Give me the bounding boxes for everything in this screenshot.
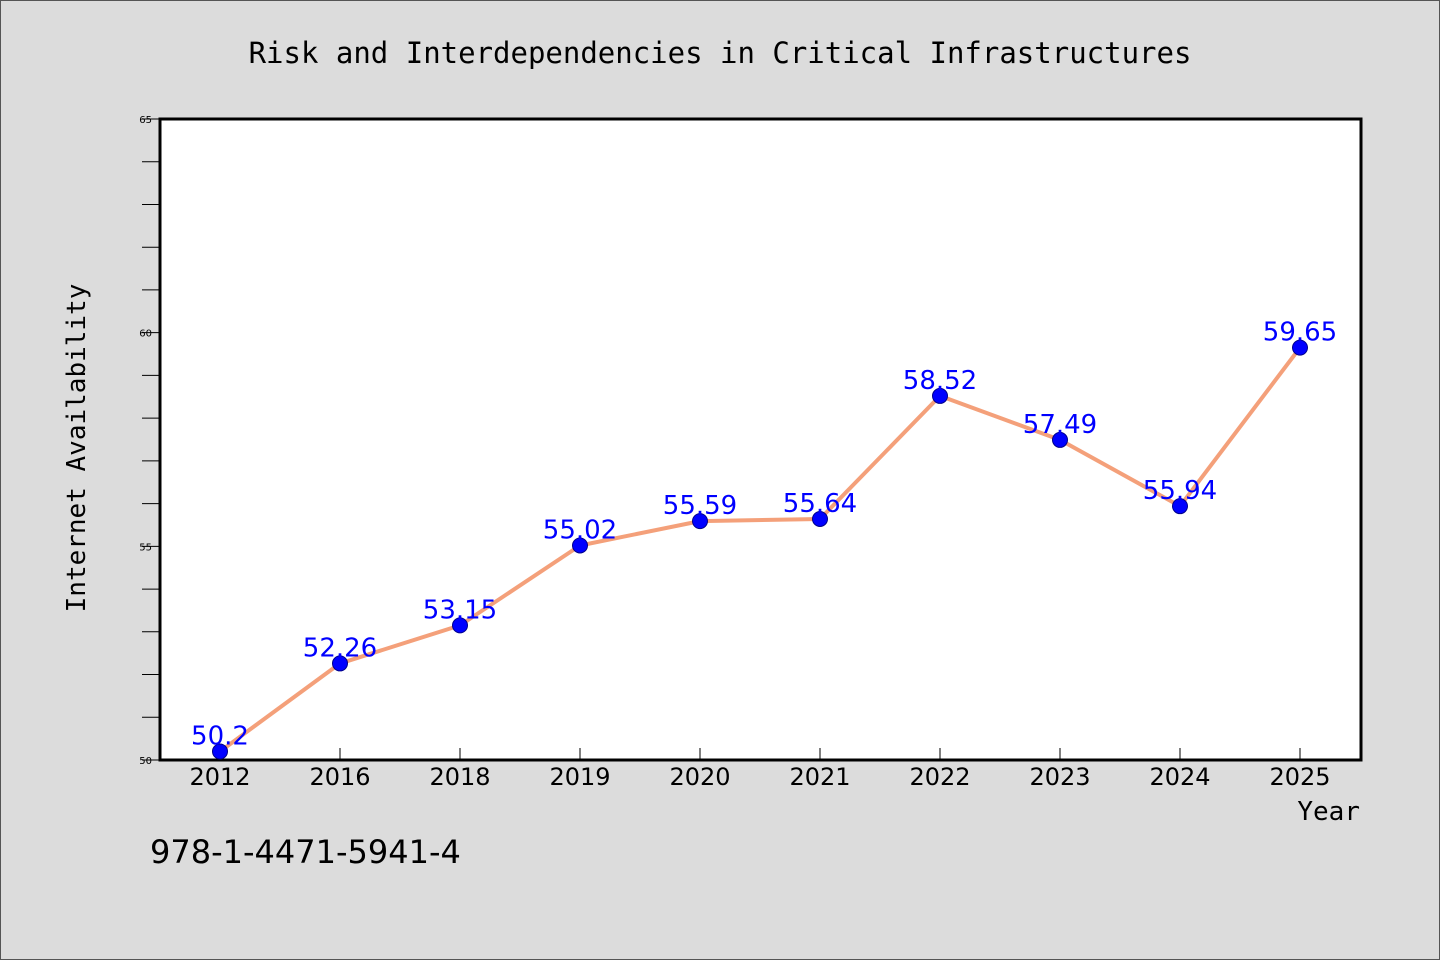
- x-tick-label: 2024: [1149, 763, 1210, 791]
- data-point: [812, 510, 828, 527]
- data-point: [332, 655, 348, 672]
- data-label: 55.64: [783, 489, 857, 519]
- x-tick-label: 2023: [1029, 763, 1090, 791]
- x-tick-label: 2020: [669, 763, 730, 791]
- x-tick-label: 2018: [429, 763, 490, 791]
- x-tick-label: 2019: [549, 763, 610, 791]
- data-point: [692, 513, 708, 530]
- data-point: [1292, 339, 1308, 356]
- x-tick-label: 2025: [1269, 763, 1330, 791]
- data-label: 57.49: [1023, 410, 1097, 440]
- data-label: 59.65: [1263, 318, 1337, 348]
- chart-title: Risk and Interdependencies in Critical I…: [249, 36, 1192, 70]
- y-tick-label: 65: [139, 115, 152, 126]
- isbn-text: 978-1-4471-5941-4: [150, 833, 461, 871]
- data-label: 55.94: [1143, 476, 1217, 506]
- y-tick-label: 60: [139, 329, 152, 340]
- y-axis: 50 55 60 65: [139, 115, 160, 767]
- data-label: 50.2: [191, 721, 249, 751]
- y-tick-label: 50: [139, 756, 152, 767]
- x-tick-label: 2016: [309, 763, 370, 791]
- y-tick-label: 55: [139, 542, 152, 553]
- data-point: [572, 537, 588, 554]
- x-tick-label: 2022: [909, 763, 970, 791]
- y-axis-label: Internet Availability: [62, 284, 92, 613]
- x-axis-label: Year: [1297, 797, 1360, 827]
- data-label: 55.59: [663, 491, 737, 521]
- data-label: 55.02: [543, 515, 617, 545]
- data-label: 52.26: [303, 633, 377, 663]
- data-labels: 50.2 52.26 53.15 55.02 55.59 55.64 58.52 57.49 5…: [191, 318, 1337, 752]
- data-point: [1052, 431, 1068, 448]
- data-label: 58.52: [903, 366, 977, 396]
- data-point: [212, 743, 228, 760]
- data-point: [1172, 498, 1188, 515]
- data-point: [932, 387, 948, 404]
- x-tick-label: 2021: [789, 763, 850, 791]
- x-axis: 2012 2016 2018 2019 2020 2021 2022 2023 2024 2025: [189, 748, 1331, 791]
- x-tick-label: 2012: [189, 763, 250, 791]
- data-point: [452, 617, 468, 634]
- series-polyline: [218, 346, 1302, 754]
- plot-area: [158, 117, 1363, 762]
- series-line: [212, 339, 1308, 760]
- data-label: 53.15: [423, 595, 497, 625]
